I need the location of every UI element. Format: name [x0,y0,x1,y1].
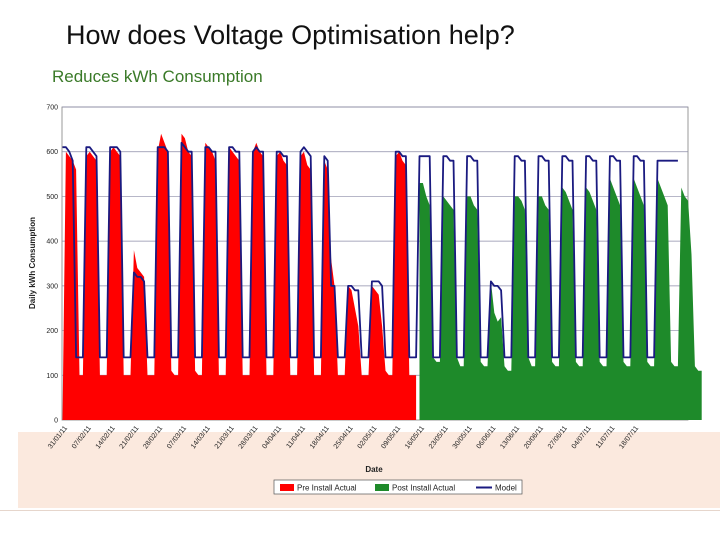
x-tick-label: 06/06/11 [476,425,498,450]
y-tick-label: 600 [46,149,58,156]
x-tick-label: 21/03/11 [214,425,236,450]
legend-swatch-post-install [375,484,389,491]
x-tick-label: 02/05/11 [357,425,379,450]
x-tick-label: 16/05/11 [404,425,426,450]
x-tick-label: 11/04/11 [285,425,307,450]
y-tick-label: 500 [46,194,58,201]
x-tick-label: 09/05/11 [380,425,402,450]
legend-swatch-pre-install [280,484,294,491]
x-axis-label: Date [365,465,383,474]
y-tick-label: 300 [46,283,58,290]
pre-install-area-group [62,133,417,421]
x-tick-label: 14/03/11 [190,425,212,450]
y-tick-label: 400 [46,239,58,246]
pre-install-area [62,133,417,421]
x-tick-label: 23/05/11 [428,425,450,450]
x-tick-label: 11/07/11 [595,425,617,450]
model-line [62,141,678,359]
x-tick-label: 07/03/11 [166,425,188,450]
legend-label-post-install: Post Install Actual [392,484,455,493]
legend-label-pre-install: Pre Install Actual [297,484,357,493]
legend-box [273,479,523,495]
y-tick-labels: 0 100 200 300 400 500 600 700 [46,105,58,425]
x-tick-label: 28/02/11 [142,425,164,450]
x-tick-label: 25/04/11 [333,425,355,450]
x-tick-label: 20/06/11 [523,425,545,450]
x-tick-label: 07/02/11 [71,425,93,450]
x-tick-label: 28/03/11 [238,425,260,450]
footer-rule [0,510,720,511]
y-axis-label: Daily kWh Consumption [28,217,37,309]
legend: Pre Install Actual Post Install Actual M… [273,479,523,495]
x-tick-label: 04/04/11 [261,425,283,450]
slide-title: How does Voltage Optimisation help? [66,20,515,50]
x-tick-label: 31/01/11 [47,425,69,450]
y-tick-label: 100 [46,373,58,380]
background-band [18,432,720,508]
x-tick-label: 27/06/11 [547,425,569,450]
slide-subtitle: Reduces kWh Consumption [52,67,263,86]
y-tick-label: 0 [54,418,58,425]
x-tick-label: 18/04/11 [309,425,331,450]
y-tick-label: 700 [46,105,58,112]
y-tick-label: 200 [46,328,58,335]
x-tick-label: 04/07/11 [571,425,593,450]
x-tick-label: 18/07/11 [618,425,640,450]
x-tick-label: 21/02/11 [119,425,141,450]
legend-label-model: Model [495,484,517,493]
x-tick-labels: 31/01/11 07/02/11 14/02/11 21/02/11 28/02/11… [47,425,640,450]
model-line-group [62,141,678,359]
x-tick-label: 30/05/11 [452,425,474,450]
x-tick-label: 14/02/11 [95,425,117,450]
x-tick-label: 13/06/11 [499,425,521,450]
